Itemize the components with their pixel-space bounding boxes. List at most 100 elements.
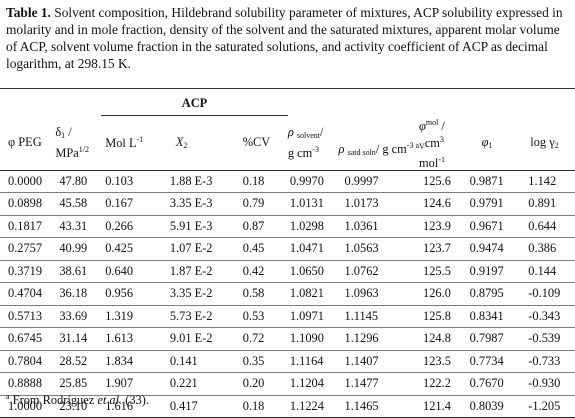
cell-mole-fraction: 9.01 E-2 (157, 327, 235, 350)
cell-delta: 31.14 (55, 327, 102, 350)
cell-rho-saturated: 1.0173 (338, 192, 420, 215)
cell-molarity: 0.956 (101, 282, 158, 305)
cell-molarity: 0.640 (101, 259, 158, 283)
cell-rho-saturated: 0.9997 (344, 173, 379, 188)
cell-volume-fraction: 0.9871 (469, 173, 504, 188)
cell-log-activity: -1.205 (522, 394, 575, 418)
header-row: φ PEG δ1 / MPa1/2 Mol L-1 X2 %CV ρ solve… (0, 115, 575, 171)
cell-rho-solvent: 1.1224 (287, 394, 339, 418)
cell-log-activity: 0.644 (522, 214, 575, 238)
cell-cv: 0.35 (234, 349, 288, 373)
cell-mole-fraction: 1.07 E-2 (157, 237, 235, 260)
cell-molarity: 0.103 (105, 173, 134, 188)
col-header-mole-fraction: X2 (157, 115, 235, 171)
col-header-phi-peg: φ PEG (0, 115, 56, 171)
cell-phi-peg: 0.4704 (0, 282, 56, 305)
acp-group-header: ACP (181, 96, 208, 110)
footnote-text-before: From Rodríguez (12, 393, 98, 407)
cell-molar-volume: 123.9 (419, 214, 466, 238)
footnote-text-italic: et al. (97, 393, 123, 407)
cell-rho-solvent: 1.0131 (287, 192, 339, 215)
cell-rho-solvent: 1.0298 (287, 214, 339, 238)
cell-molar-volume: 125.6 (423, 173, 451, 188)
cell-cv: 0.18 (234, 394, 288, 418)
cell-delta: 40.99 (55, 237, 102, 260)
table-label: Table 1. (6, 5, 51, 20)
cell-phi-peg: 0.0000 (8, 173, 43, 188)
cell-rho-saturated: 1.0963 (338, 282, 420, 305)
cell-phi-peg: 0.7804 (0, 349, 56, 373)
cell-volume-fraction: 0.7670 (465, 372, 523, 395)
col-header-apparent-molar-volume: φmol / Vcm3 mol-1 (419, 115, 466, 171)
cell-cv: 0.79 (234, 192, 288, 215)
cell-rho-saturated: 1.0563 (338, 237, 420, 260)
table-row: 0.4704 36.18 0.956 3.35 E-2 0.58 1.0821 1.0963… (0, 282, 575, 305)
cell-rho-solvent: 0.9970 (289, 173, 324, 188)
cell-molar-volume: 125.8 (419, 304, 466, 328)
cell-rho-solvent: 1.0471 (287, 237, 339, 260)
cell-log-activity: -0.539 (522, 327, 575, 350)
cell-rho-solvent: 1.1204 (287, 372, 339, 395)
cell-log-activity: 0.386 (522, 237, 575, 260)
cell-volume-fraction: 0.7987 (465, 327, 523, 350)
table-row: 0.0000 47.80 0.103 1.88 E-3 0.18 0.9970 0.9997… (0, 170, 575, 193)
cell-cv: 0.72 (234, 327, 288, 350)
cell-mole-fraction: 3.35 E-2 (157, 282, 235, 305)
table-caption: Table 1. Solvent composition, Hildebrand… (6, 4, 571, 72)
cell-rho-solvent: 1.1164 (287, 349, 339, 373)
cell-molar-volume: 125.5 (419, 259, 466, 283)
cell-log-activity: -0.930 (522, 372, 575, 395)
cell-cv: 0.53 (234, 304, 288, 328)
col-header-molarity: Mol L-1 (101, 115, 158, 171)
cell-log-activity: -0.343 (522, 304, 575, 328)
cell-mole-fraction: 3.35 E-3 (157, 192, 235, 215)
cell-molar-volume: 124.6 (419, 192, 466, 215)
cell-log-activity: -0.109 (522, 282, 575, 305)
cell-mole-fraction: 5.73 E-2 (157, 304, 235, 328)
cell-log-activity: 1.142 (528, 173, 557, 188)
cell-molarity: 0.425 (101, 237, 158, 260)
cell-delta: 25.85 (55, 372, 102, 395)
cell-phi-peg: 0.5713 (0, 304, 56, 328)
cell-molar-volume: 126.0 (419, 282, 466, 305)
cell-mole-fraction: 5.91 E-3 (157, 214, 235, 238)
cell-molarity: 0.167 (101, 192, 158, 215)
cell-phi-peg: 0.3719 (0, 259, 56, 283)
cell-mole-fraction: 0.417 (157, 394, 235, 418)
cell-molar-volume: 121.4 (419, 394, 466, 418)
table-row: 0.8888 25.85 1.907 0.221 0.20 1.1204 1.1477 122… (0, 372, 575, 395)
footnote-mark: a (6, 392, 10, 401)
cell-molar-volume: 122.2 (419, 372, 466, 395)
cell-mole-fraction: 1.87 E-2 (157, 259, 235, 283)
table-body: 0.0000 47.80 0.103 1.88 E-3 0.18 0.9970 0.9997… (0, 170, 575, 418)
cell-delta: 38.61 (55, 259, 102, 283)
cell-volume-fraction: 0.9671 (465, 214, 523, 238)
cell-mole-fraction: 0.221 (157, 372, 235, 395)
cell-rho-solvent: 1.1090 (287, 327, 339, 350)
cell-mole-fraction: 1.88 E-3 (169, 173, 213, 188)
col-header-cv: %CV (234, 115, 288, 171)
table-caption-text: Solvent composition, Hildebrand solubili… (6, 5, 563, 71)
col-header-rho-solvent: ρ solvent/ g cm-3 (287, 115, 339, 171)
cell-molar-volume: 123.5 (419, 349, 466, 373)
cell-volume-fraction: 0.8039 (465, 394, 523, 418)
header-row-top: ACP (0, 88, 575, 116)
col-header-volume-fraction: φ1 (465, 115, 523, 171)
cell-rho-solvent: 1.0650 (287, 259, 339, 283)
cell-rho-saturated: 1.1407 (338, 349, 420, 373)
cell-molar-volume: 124.8 (419, 327, 466, 350)
cell-cv: 0.18 (242, 173, 265, 188)
cell-log-activity: 0.891 (522, 192, 575, 215)
cell-volume-fraction: 0.9474 (465, 237, 523, 260)
cell-delta: 36.18 (55, 282, 102, 305)
table-row: 0.3719 38.61 0.640 1.87 E-2 0.42 1.0650 1.0762… (0, 259, 575, 283)
cell-phi-peg: 0.2757 (0, 237, 56, 260)
cell-mole-fraction: 0.141 (157, 349, 235, 373)
table-row: 0.7804 28.52 1.834 0.141 0.35 1.1164 1.1407 123… (0, 349, 575, 373)
cell-delta: 33.69 (55, 304, 102, 328)
cell-phi-peg: 0.6745 (0, 327, 56, 350)
table-row: 0.2757 40.99 0.425 1.07 E-2 0.45 1.0471 1.0563… (0, 237, 575, 260)
cell-delta: 43.31 (55, 214, 102, 238)
cell-delta: 28.52 (55, 349, 102, 373)
col-header-delta: δ1 / MPa1/2 (55, 115, 102, 171)
